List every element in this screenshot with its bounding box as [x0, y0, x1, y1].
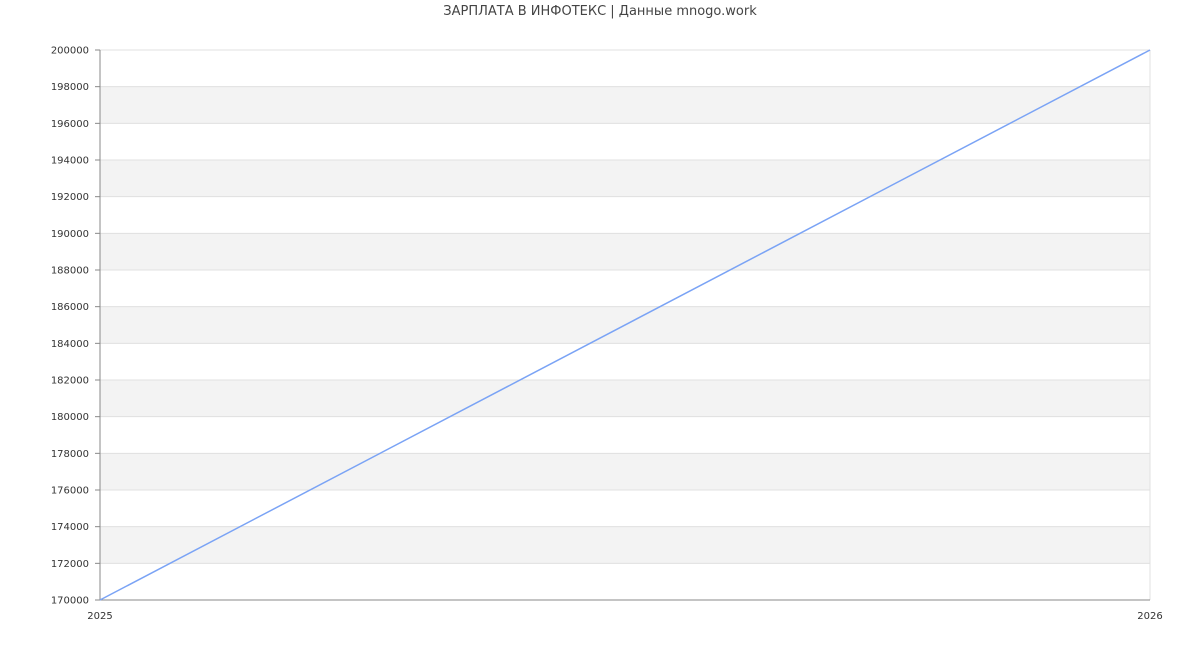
grid-band	[100, 380, 1150, 417]
grid-band	[100, 233, 1150, 270]
grid-band	[100, 86, 1150, 124]
y-tick-label: 178000	[51, 449, 89, 460]
y-tick-label: 200000	[51, 46, 89, 57]
y-tick-label: 176000	[51, 486, 89, 497]
y-tick-label: 186000	[51, 302, 89, 313]
y-tick-label: 174000	[51, 522, 89, 533]
grid-band	[100, 526, 1150, 564]
y-tick-label: 190000	[51, 229, 89, 240]
grid-band	[100, 453, 1150, 490]
y-tick-label: 172000	[51, 559, 89, 570]
chart-title: ЗАРПЛАТА В ИНФОТЕКС | Данные mnogo.work	[443, 4, 757, 19]
y-tick-label: 198000	[51, 82, 89, 93]
x-tick-label: 2026	[1137, 611, 1162, 622]
y-tick-label: 194000	[51, 156, 89, 167]
y-tick-label: 170000	[51, 596, 89, 607]
grid-band	[100, 160, 1150, 197]
x-tick-label: 2025	[87, 611, 112, 622]
y-tick-label: 180000	[51, 412, 89, 423]
y-tick-label: 188000	[51, 266, 89, 277]
y-tick-label: 192000	[51, 192, 89, 203]
y-tick-label: 196000	[51, 119, 89, 130]
y-tick-label: 182000	[51, 376, 89, 387]
y-tick-label: 184000	[51, 339, 89, 350]
series-line	[99, 49, 1151, 601]
